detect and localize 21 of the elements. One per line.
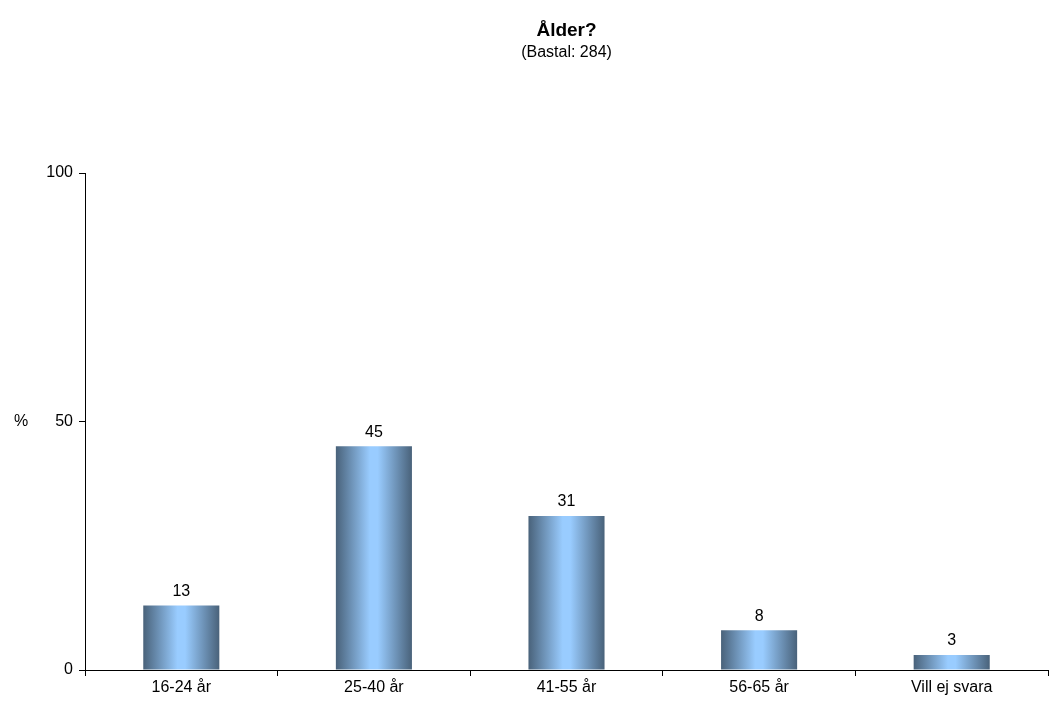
data-label: 13 — [172, 581, 191, 599]
bar — [335, 446, 412, 670]
data-label: 8 — [754, 606, 764, 624]
chart-subtitle: (Bastal: 284) — [521, 42, 612, 60]
bar — [721, 630, 798, 670]
bar — [528, 515, 605, 670]
data-label: 31 — [557, 492, 576, 510]
bar — [143, 605, 220, 670]
x-tick-label: 16-24 år — [151, 678, 212, 696]
y-axis-title: % — [13, 411, 29, 429]
bar — [913, 655, 990, 670]
x-tick-label: 41-55 år — [536, 678, 597, 696]
chart-title: Ålder? — [536, 18, 597, 40]
x-tick-label: 56-65 år — [729, 678, 790, 696]
data-label: 45 — [365, 422, 383, 440]
data-label: 3 — [947, 631, 957, 649]
y-tick-label: 0 — [64, 660, 74, 678]
y-tick-label: 50 — [55, 411, 74, 429]
y-tick-label: 100 — [46, 163, 74, 181]
x-tick-label: 25-40 år — [344, 678, 405, 696]
x-tick-label: Vill ej svara — [910, 678, 993, 696]
